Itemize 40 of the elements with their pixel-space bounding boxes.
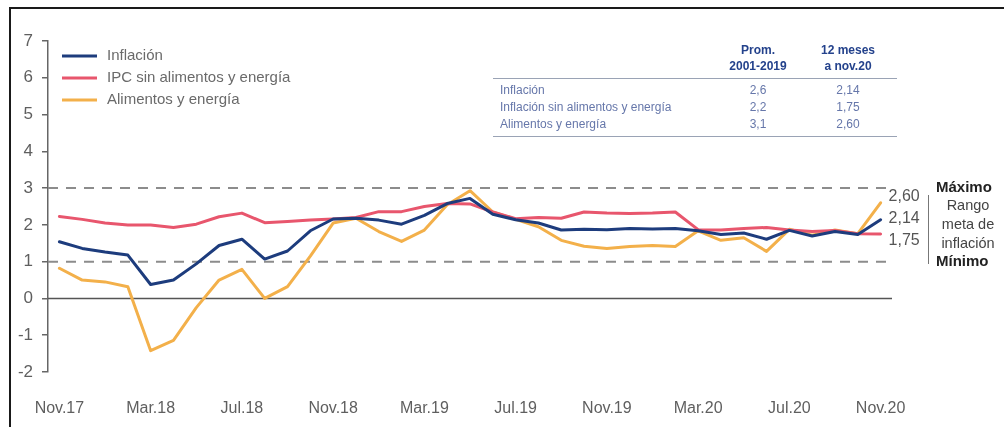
data-label: 2,60 xyxy=(835,116,861,133)
x-tick-label: Nov.18 xyxy=(308,399,358,417)
y-tick-label: 1 xyxy=(23,251,33,271)
y-tick-label: -1 xyxy=(17,324,33,344)
data-label: 2,6 xyxy=(748,82,768,99)
category-label: Inflación xyxy=(500,82,545,99)
x-tick-label: Jul.18 xyxy=(220,399,264,417)
y-tick-label: 6 xyxy=(23,67,33,87)
y-tick-label: 5 xyxy=(23,104,33,124)
y-tick-label: 0 xyxy=(23,288,33,308)
legend-label: Alimentos y energía xyxy=(107,90,241,108)
data-label: 2,14 xyxy=(835,82,861,99)
y-tick-label: -2 xyxy=(17,361,33,381)
data-label: 2,2 xyxy=(748,99,768,116)
x-tick-label: Nov.20 xyxy=(855,399,906,417)
legend-label: IPC sin alimentos y energía xyxy=(107,68,292,86)
data-label: 3,1 xyxy=(748,116,768,133)
ref-line-label: Máximo xyxy=(936,178,992,196)
text: Rango meta de inflación xyxy=(940,196,996,254)
x-tick-label: Mar.20 xyxy=(673,399,723,417)
x-tick-label: Jul.19 xyxy=(494,399,538,417)
x-tick-label: Nov.19 xyxy=(582,399,632,417)
y-tick-label: 4 xyxy=(23,141,33,161)
data-label: 2,60 xyxy=(888,187,920,205)
text: 12 meses a nov.20 xyxy=(819,42,876,74)
x-tick-label: Mar.19 xyxy=(399,399,449,417)
y-tick-label: 3 xyxy=(23,177,33,197)
legend-label: Inflación xyxy=(107,46,163,64)
x-tick-label: Mar.18 xyxy=(126,399,176,417)
category-label: Alimentos y energía xyxy=(500,116,607,133)
text: Prom. 2001-2019 xyxy=(728,42,788,74)
data-label: 1,75 xyxy=(835,99,861,116)
ref-line-label: Mínimo xyxy=(936,251,989,269)
x-tick-label: Jul.20 xyxy=(768,399,811,417)
data-label: 1,75 xyxy=(888,231,920,249)
category-label: Inflación sin alimentos y energía xyxy=(500,99,672,116)
data-label: 2,14 xyxy=(888,209,920,227)
y-tick-label: 2 xyxy=(23,214,33,234)
x-tick-label: Nov.17 xyxy=(34,399,85,417)
y-tick-label: 7 xyxy=(23,30,33,50)
